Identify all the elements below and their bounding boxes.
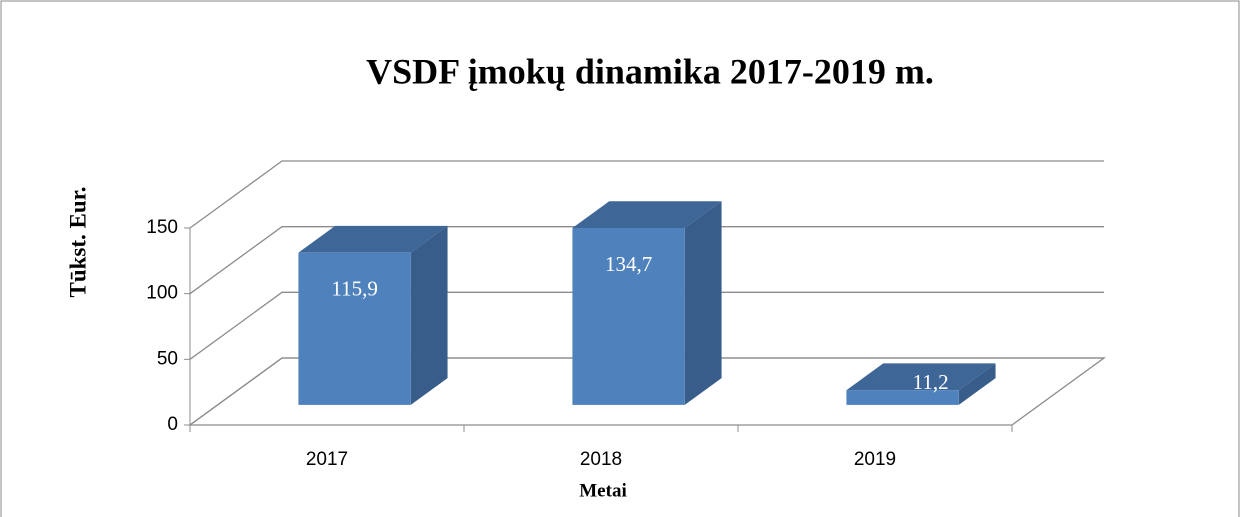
y-tick-label: 100	[146, 283, 178, 304]
grid-line	[189, 357, 1104, 426]
x-axis-title: Metai	[579, 480, 626, 501]
grid-line	[189, 160, 1104, 229]
x-tick-label: 2019	[854, 449, 896, 470]
data-label: 115,9	[331, 276, 377, 300]
bar	[298, 252, 411, 405]
bar-top	[572, 201, 722, 228]
y-tick-label: 0	[167, 414, 178, 435]
grid-line	[189, 226, 1104, 295]
grid-line	[189, 291, 1104, 360]
x-tick-label: 2017	[306, 449, 348, 470]
y-axis-title: Tūkst. Eur.	[65, 186, 90, 297]
bar-top	[846, 363, 996, 391]
bar-side	[958, 363, 996, 405]
chart-title: VSDF įmokų dinamika 2017-2019 m.	[366, 51, 934, 91]
y-tick-label: 150	[146, 217, 178, 238]
y-tick-label: 50	[157, 348, 178, 369]
data-label: 11,2	[913, 370, 949, 394]
bar-top	[298, 225, 448, 253]
bar	[846, 390, 959, 405]
data-label: 134,7	[605, 252, 652, 276]
bar-side	[410, 225, 448, 405]
bar-side	[684, 201, 722, 405]
x-tick-label: 2018	[580, 449, 622, 470]
bar	[572, 227, 685, 405]
